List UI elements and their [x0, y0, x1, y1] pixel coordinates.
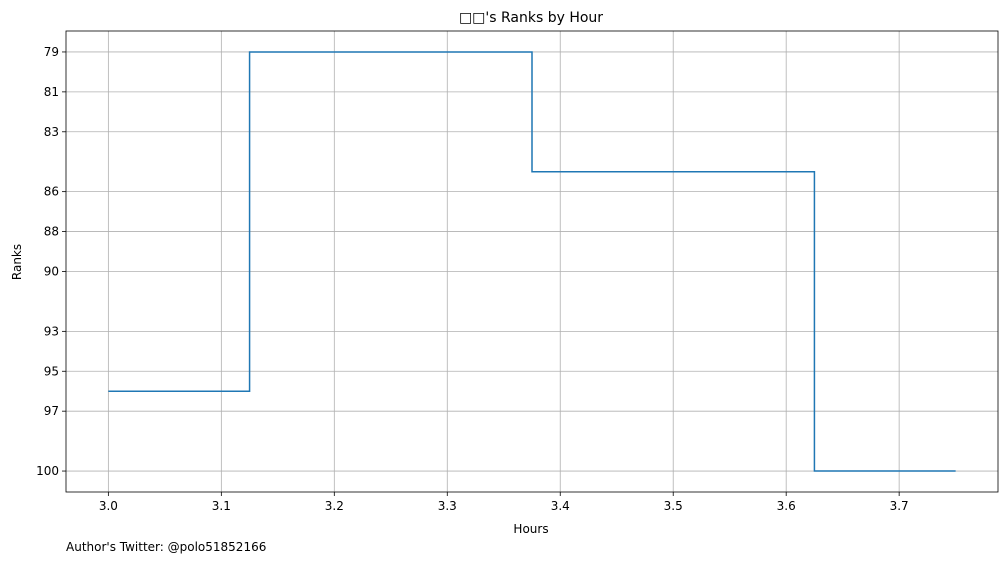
- x-tick-label: 3.7: [890, 499, 909, 513]
- plot-frame: [65, 30, 999, 493]
- rank-step-line: [108, 51, 956, 472]
- x-tick-label: 3.1: [212, 499, 231, 513]
- y-axis-ticks: 79 81 83 86 88 90 93 95 97 100: [36, 45, 66, 478]
- chart-title: □□'s Ranks by Hour: [459, 10, 603, 26]
- y-tick-label: 88: [44, 225, 59, 239]
- x-tick-label: 3.6: [777, 499, 796, 513]
- x-tick-label: 3.4: [551, 499, 570, 513]
- y-tick-label: 100: [36, 464, 59, 478]
- x-tick-label: 3.0: [99, 499, 118, 513]
- y-tick-label: 83: [44, 125, 59, 139]
- y-tick-label: 90: [44, 264, 59, 278]
- y-tick-label: 79: [44, 45, 59, 59]
- y-tick-label: 97: [44, 404, 59, 418]
- y-tick-label: 93: [44, 324, 59, 338]
- y-tick-label: 95: [44, 364, 59, 378]
- y-tick-label: 81: [44, 85, 59, 99]
- y-axis-label: Ranks: [10, 244, 24, 280]
- x-tick-label: 3.5: [664, 499, 683, 513]
- series-layer: [108, 51, 956, 472]
- x-axis-ticks: 3.0 3.1 3.2 3.3 3.4 3.5 3.6 3.7: [99, 492, 909, 513]
- author-footnote: Author's Twitter: @polo51852166: [66, 540, 266, 554]
- y-tick-label: 86: [44, 185, 59, 199]
- grid-lines: [66, 31, 998, 492]
- x-tick-label: 3.2: [325, 499, 344, 513]
- x-tick-label: 3.3: [438, 499, 457, 513]
- x-axis-label: Hours: [513, 522, 548, 536]
